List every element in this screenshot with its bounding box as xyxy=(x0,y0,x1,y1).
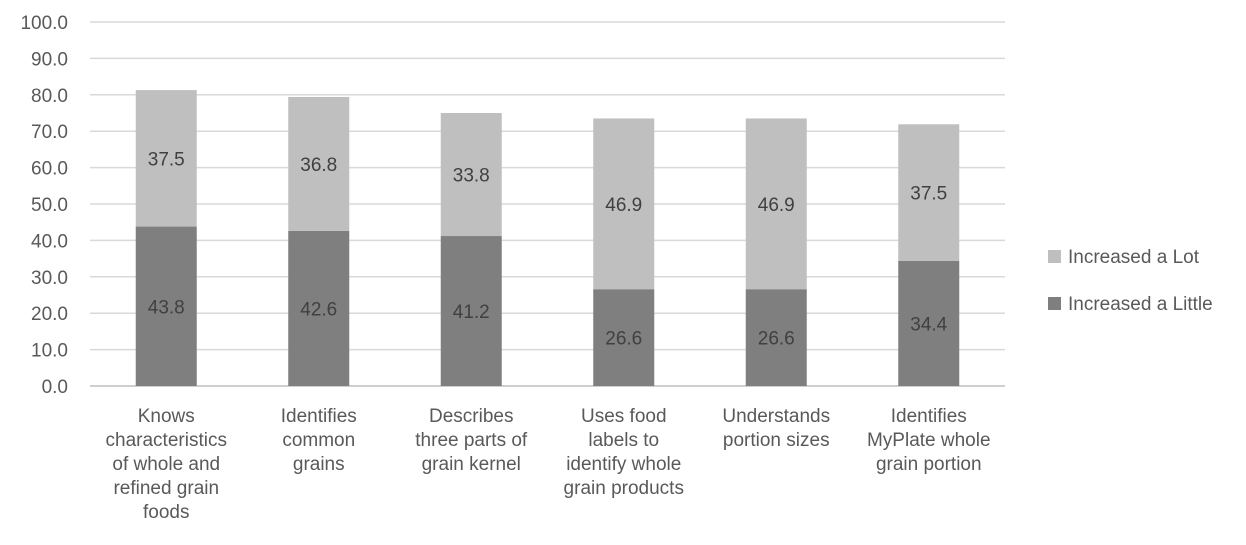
category-label-line: Identifies xyxy=(281,406,357,427)
legend: Increased a Lot Increased a Little xyxy=(1048,247,1213,315)
legend-label: Increased a Little xyxy=(1068,294,1213,315)
y-tick-label: 100.0 xyxy=(20,13,68,34)
data-label: 41.2 xyxy=(453,302,490,323)
category-label: Understands portion sizes xyxy=(722,406,830,451)
data-label: 37.5 xyxy=(148,149,185,170)
bar-segment-increased-a-little xyxy=(440,236,502,386)
bar-segment-increased-a-lot xyxy=(898,124,960,261)
category-label-line: Knows xyxy=(138,406,195,427)
bar-segment-increased-a-little xyxy=(288,230,350,386)
data-label: 26.6 xyxy=(605,329,642,350)
bar-segment-increased-a-little xyxy=(593,289,655,386)
y-tick-label: 80.0 xyxy=(31,86,68,107)
y-tick-label: 60.0 xyxy=(31,159,68,180)
legend-swatch xyxy=(1048,297,1061,310)
category-label-line: of whole and xyxy=(112,454,220,475)
x-axis: Knows characteristics of whole and refined … xyxy=(106,406,991,523)
bar-segment-increased-a-little xyxy=(745,289,807,386)
category-label-line: refined grain xyxy=(113,478,219,499)
category-label: Knows characteristics of whole and refined … xyxy=(106,406,227,523)
data-label: 34.4 xyxy=(910,314,947,335)
category-label-line: grain kernel xyxy=(422,454,521,475)
y-axis: 0.0 10.0 20.0 30.0 40.0 50.0 60.0 70.0 80.0 90.0 1… xyxy=(20,13,68,398)
category-label-line: Describes xyxy=(429,406,513,427)
y-tick-label: 30.0 xyxy=(31,268,68,289)
bar-segment-increased-a-lot xyxy=(440,113,502,237)
y-tick-label: 10.0 xyxy=(31,341,68,362)
category-label: Identifies common grains xyxy=(281,406,357,475)
y-tick-label: 40.0 xyxy=(31,231,68,252)
data-label: 46.9 xyxy=(605,195,642,216)
data-label: 33.8 xyxy=(453,166,490,187)
category-label-line: identify whole xyxy=(566,454,681,475)
category-label-line: Identifies xyxy=(891,406,967,427)
category-label-line: Understands xyxy=(722,406,830,427)
category-label: Uses food labels to identify whole grain pr… xyxy=(564,406,684,499)
data-label: 42.6 xyxy=(300,299,337,320)
data-label: 43.8 xyxy=(148,297,185,318)
bar-segment-increased-a-lot xyxy=(745,118,807,290)
bar-segment-increased-a-little xyxy=(898,260,960,386)
legend-label: Increased a Lot xyxy=(1068,247,1200,268)
category-label-line: grains xyxy=(293,454,345,475)
bar-segment-increased-a-lot xyxy=(288,96,350,231)
category-label: Describes three parts of grain kernel xyxy=(415,406,528,475)
category-label-line: characteristics xyxy=(106,430,227,451)
bars: 43.8 37.5 42.6 36.8 41.2 33.8 26.6 46.9 26.6 46.9… xyxy=(135,90,960,386)
legend-swatch xyxy=(1048,250,1061,263)
category-label-line: common xyxy=(282,430,355,451)
category-label-line: foods xyxy=(143,502,189,523)
bar-segment-increased-a-little xyxy=(135,226,197,386)
y-tick-label: 50.0 xyxy=(31,195,68,216)
category-label-line: grain portion xyxy=(876,454,982,475)
gridlines xyxy=(90,21,1005,387)
category-label-line: grain products xyxy=(564,478,684,499)
y-tick-label: 0.0 xyxy=(42,377,68,398)
y-tick-label: 90.0 xyxy=(31,49,68,70)
category-label-line: three parts of xyxy=(415,430,528,451)
category-label-line: portion sizes xyxy=(723,430,830,451)
category-label-line: labels to xyxy=(588,430,659,451)
y-tick-label: 20.0 xyxy=(31,304,68,325)
category-label-line: MyPlate whole xyxy=(867,430,991,451)
data-label: 26.6 xyxy=(758,329,795,350)
bar-segment-increased-a-lot xyxy=(593,118,655,290)
data-label: 46.9 xyxy=(758,195,795,216)
y-tick-label: 70.0 xyxy=(31,122,68,143)
category-label-line: Uses food xyxy=(581,406,667,427)
category-label: Identifies MyPlate whole grain portion xyxy=(867,406,991,475)
data-label: 36.8 xyxy=(300,155,337,176)
bar-segment-increased-a-lot xyxy=(135,90,197,227)
data-label: 37.5 xyxy=(910,184,947,205)
